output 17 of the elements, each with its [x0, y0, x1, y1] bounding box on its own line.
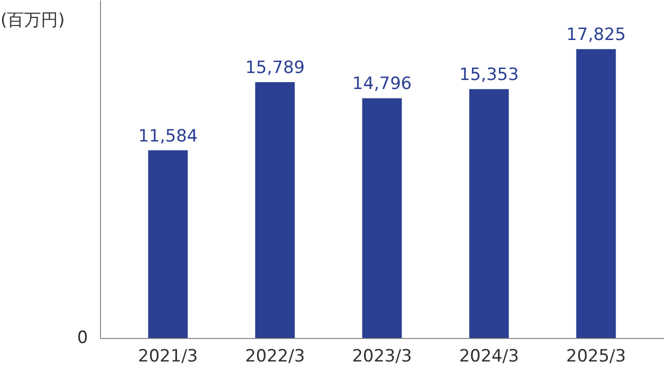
bar — [469, 89, 509, 338]
x-tick-label: 2023/3 — [352, 346, 412, 366]
bar — [362, 98, 402, 338]
x-tick-label: 2024/3 — [459, 346, 519, 366]
data-label: 11,584 — [138, 126, 198, 146]
text: 0 — [77, 328, 88, 348]
data-label: 14,796 — [352, 74, 412, 94]
y-axis-title: (百万円) — [0, 10, 65, 30]
data-label: 15,789 — [245, 58, 305, 78]
x-tick-label: 2021/3 — [138, 346, 198, 366]
data-label: 17,825 — [566, 25, 626, 46]
bar — [148, 150, 188, 338]
x-tick-label: 2025/3 — [566, 346, 626, 366]
bar — [576, 49, 616, 338]
x-tick-label: 2022/3 — [245, 346, 305, 366]
data-label: 15,353 — [459, 65, 519, 86]
bar — [255, 82, 295, 338]
